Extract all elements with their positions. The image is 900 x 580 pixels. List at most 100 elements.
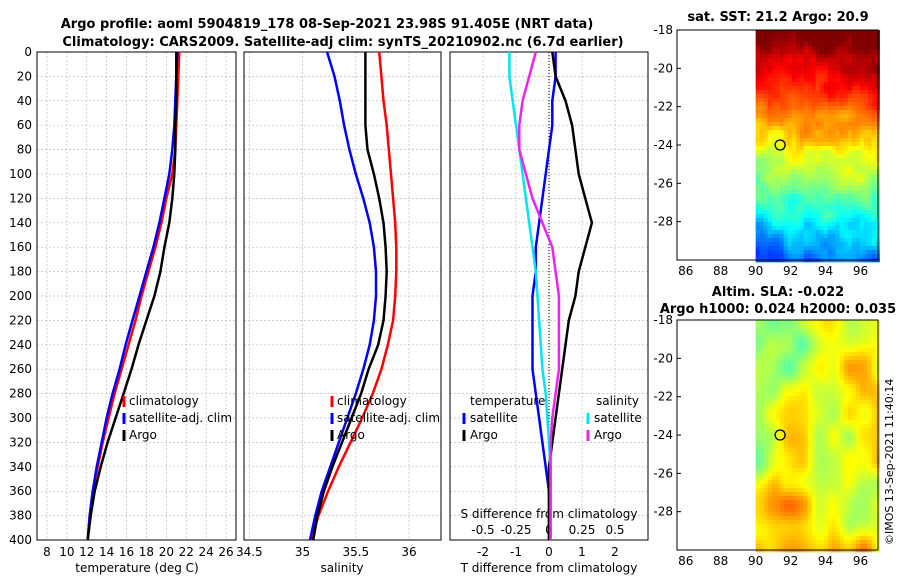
map-cell [803, 364, 808, 369]
map-cell [855, 70, 860, 75]
map-cell [831, 504, 836, 509]
map-cell [759, 118, 764, 123]
map-cell [843, 130, 848, 135]
map-cell [799, 122, 804, 127]
map-cell [767, 30, 772, 35]
map-cell [855, 38, 860, 43]
map-cell [767, 532, 772, 537]
map-cell [839, 500, 844, 505]
map-cell [759, 182, 764, 187]
map-cell [759, 420, 764, 425]
map-cell [775, 166, 780, 171]
map-cell [851, 142, 856, 147]
map-cell [787, 178, 792, 183]
map-cell [795, 536, 800, 541]
map-cell [827, 254, 832, 259]
map-cell [811, 512, 816, 517]
map-cell [787, 198, 792, 203]
map-cell [835, 86, 840, 91]
map-cell [767, 214, 772, 219]
map-cell [763, 138, 768, 143]
map-cell [771, 540, 776, 545]
map-cell [791, 210, 796, 215]
map-cell [811, 420, 816, 425]
map-cell [851, 186, 856, 191]
map-cell [839, 344, 844, 349]
map-cell [871, 512, 876, 517]
map-cell [759, 516, 764, 521]
map-cell [859, 456, 864, 461]
map-cell [763, 420, 768, 425]
map-cell [755, 472, 760, 477]
map-cell [755, 456, 760, 461]
map-cell [827, 66, 832, 71]
map-cell [811, 50, 816, 55]
map-cell [815, 328, 820, 333]
map-cell [779, 42, 784, 47]
map-cell [755, 380, 760, 385]
sla-map-title-2: Argo h1000: 0.024 h2000: 0.035 [660, 302, 896, 317]
map-cell [779, 154, 784, 159]
map-cell [787, 66, 792, 71]
map-cell [835, 134, 840, 139]
map-cell [783, 162, 788, 167]
map-cell [855, 472, 860, 477]
map-cell [795, 34, 800, 39]
map-cell [827, 544, 832, 549]
map-cell [775, 254, 780, 259]
map-cell [807, 324, 812, 329]
map-cell [851, 500, 856, 505]
map-cell [799, 202, 804, 207]
map-cell [755, 62, 760, 67]
map-cell [851, 86, 856, 91]
map-cell [815, 146, 820, 151]
map-cell [831, 464, 836, 469]
map-cell [771, 254, 776, 259]
map-cell [795, 38, 800, 43]
map-cell [759, 146, 764, 151]
map-cell [859, 50, 864, 55]
map-cell [775, 492, 780, 497]
map-cell [771, 380, 776, 385]
map-cell [791, 420, 796, 425]
map-cell [771, 476, 776, 481]
map-cell [815, 150, 820, 155]
map-cell [847, 182, 852, 187]
map-cell [763, 174, 768, 179]
map-cell [839, 436, 844, 441]
map-cell [811, 114, 816, 119]
map-cell [771, 452, 776, 457]
map-cell [795, 440, 800, 445]
map-cell [835, 50, 840, 55]
map-cell [791, 544, 796, 549]
map-cell [855, 98, 860, 103]
map-cell [819, 150, 824, 155]
map-cell [803, 206, 808, 211]
map-cell [811, 214, 816, 219]
map-cell [851, 66, 856, 71]
map-cell [823, 86, 828, 91]
map-cell [775, 340, 780, 345]
map-cell [839, 54, 844, 59]
map-cell [779, 30, 784, 35]
map-cell [863, 102, 868, 107]
map-cell [823, 436, 828, 441]
map-cell [839, 174, 844, 179]
y-tick-label: 300 [9, 411, 32, 425]
map-cell [807, 70, 812, 75]
map-cell [799, 30, 804, 35]
map-cell [847, 242, 852, 247]
map-cell [755, 372, 760, 377]
map-cell [859, 376, 864, 381]
map-cell [843, 456, 848, 461]
map-cell [851, 544, 856, 549]
map-cell [807, 74, 812, 79]
map-cell [803, 360, 808, 365]
map-cell [843, 150, 848, 155]
map-cell [867, 214, 872, 219]
map-cell [871, 170, 876, 175]
map-cell [819, 444, 824, 449]
map-cell [847, 336, 852, 341]
map-cell [855, 340, 860, 345]
map-cell [763, 78, 768, 83]
